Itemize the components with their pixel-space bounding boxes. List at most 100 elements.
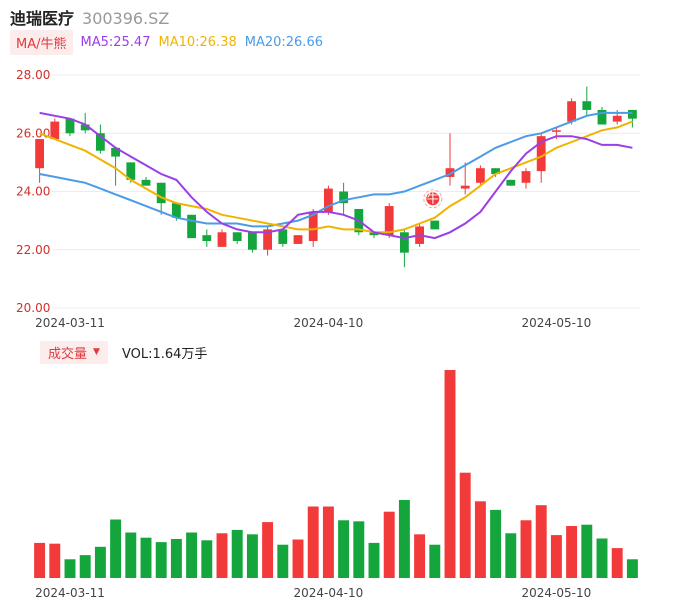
candle-body [536, 136, 546, 172]
volume-value: VOL:1.64万手 [121, 346, 208, 362]
volume-x-tick-label: 2024-05-10 [522, 586, 592, 600]
ma-indicator-selector[interactable]: MA/牛熊 [10, 29, 73, 55]
candle-body [217, 232, 227, 247]
candle-body [323, 188, 333, 212]
candle-body [308, 211, 318, 242]
volume-bar [201, 540, 213, 578]
volume-bar [505, 533, 517, 578]
x-tick-label: 2024-03-11 [35, 316, 105, 330]
candle-body [597, 109, 607, 125]
candle-body [278, 229, 288, 244]
volume-bar [596, 538, 608, 578]
y-tick-label: 28.00 [16, 68, 50, 82]
volume-bar [611, 548, 623, 578]
candle-body [111, 147, 121, 157]
volume-bar [94, 546, 106, 578]
candle-body [475, 168, 485, 183]
volume-bar [186, 532, 198, 578]
volume-bar [398, 500, 410, 578]
candle-body [460, 185, 470, 189]
volume-bar [292, 539, 304, 578]
candle-body [551, 130, 561, 132]
candle-body [491, 168, 501, 175]
candle-body [445, 168, 455, 177]
volume-bar [520, 520, 532, 578]
candle-body [95, 133, 105, 151]
candle-body [232, 232, 242, 242]
volume-bar [140, 537, 152, 578]
volume-bar [535, 505, 547, 578]
candle-body [339, 191, 349, 204]
ma10-legend: MA10:26.38 [158, 34, 237, 50]
candle-body [65, 118, 75, 134]
volume-bar [474, 501, 486, 578]
y-tick-label: 24.00 [16, 185, 50, 199]
candle-body [263, 229, 273, 250]
candle-body [627, 109, 637, 119]
x-tick-label: 2024-05-10 [522, 316, 592, 330]
bull-signal-icon [426, 192, 440, 206]
candle-body [384, 206, 394, 236]
candle-body [187, 214, 197, 239]
candle-body [582, 101, 592, 110]
candle-body [171, 203, 181, 218]
volume-tag-label: 成交量 [48, 346, 88, 362]
y-tick-label: 26.00 [16, 126, 50, 140]
stock-name: 迪瑞医疗 [10, 9, 75, 28]
candle-body [506, 179, 516, 186]
y-tick-label: 20.00 [16, 301, 50, 315]
ma20-legend: MA20:26.66 [244, 34, 323, 50]
volume-bar [64, 559, 76, 578]
bull-signal-ring [423, 189, 443, 209]
volume-bar [429, 544, 441, 578]
candle-body [399, 232, 409, 253]
volume-bar [79, 555, 91, 578]
candle-body [35, 139, 45, 169]
volume-bar [353, 521, 365, 578]
stock-code: 300396.SZ [82, 9, 170, 28]
volume-bar [459, 472, 471, 578]
candle-body [430, 220, 440, 230]
volume-bar [216, 533, 228, 578]
volume-bar [566, 526, 578, 578]
volume-bar [170, 539, 182, 578]
volume-legend: 成交量 ▼ VOL:1.64万手 [40, 340, 208, 364]
candle-body [202, 235, 212, 242]
volume-bar [383, 511, 395, 578]
volume-bar [277, 544, 289, 578]
y-tick-label: 22.00 [16, 243, 50, 257]
candle-body [612, 115, 622, 122]
volume-bar [626, 559, 638, 578]
volume-bar [307, 506, 319, 578]
candle-body [247, 232, 257, 250]
candle-body [521, 171, 531, 183]
volume-bar [110, 519, 122, 578]
candle-body [567, 101, 577, 122]
candle-body [293, 235, 303, 244]
volume-bar [231, 529, 243, 578]
volume-bar [338, 520, 350, 578]
volume-bar [125, 532, 137, 578]
volume-bar [550, 535, 562, 578]
candle-body [156, 182, 166, 204]
ma10-line [39, 120, 633, 234]
caret-down-icon: ▼ [93, 347, 100, 357]
ma20-line [39, 111, 633, 228]
ma5-line [39, 111, 633, 240]
bull-signal-label: 牛 [427, 190, 439, 205]
volume-bar [368, 542, 380, 578]
candle-body [369, 232, 379, 236]
volume-bar [444, 370, 456, 578]
candle-body [141, 179, 151, 186]
volume-bar [322, 506, 334, 578]
volume-indicator-selector[interactable]: 成交量 ▼ [40, 340, 108, 364]
volume-bar [581, 524, 593, 578]
candle-body [80, 124, 90, 131]
volume-bar [49, 543, 61, 578]
volume-x-tick-label: 2024-04-10 [294, 586, 364, 600]
volume-bar [490, 509, 502, 578]
volume-bar [246, 534, 258, 578]
volume-bar [414, 534, 426, 578]
x-tick-label: 2024-04-10 [294, 316, 364, 330]
